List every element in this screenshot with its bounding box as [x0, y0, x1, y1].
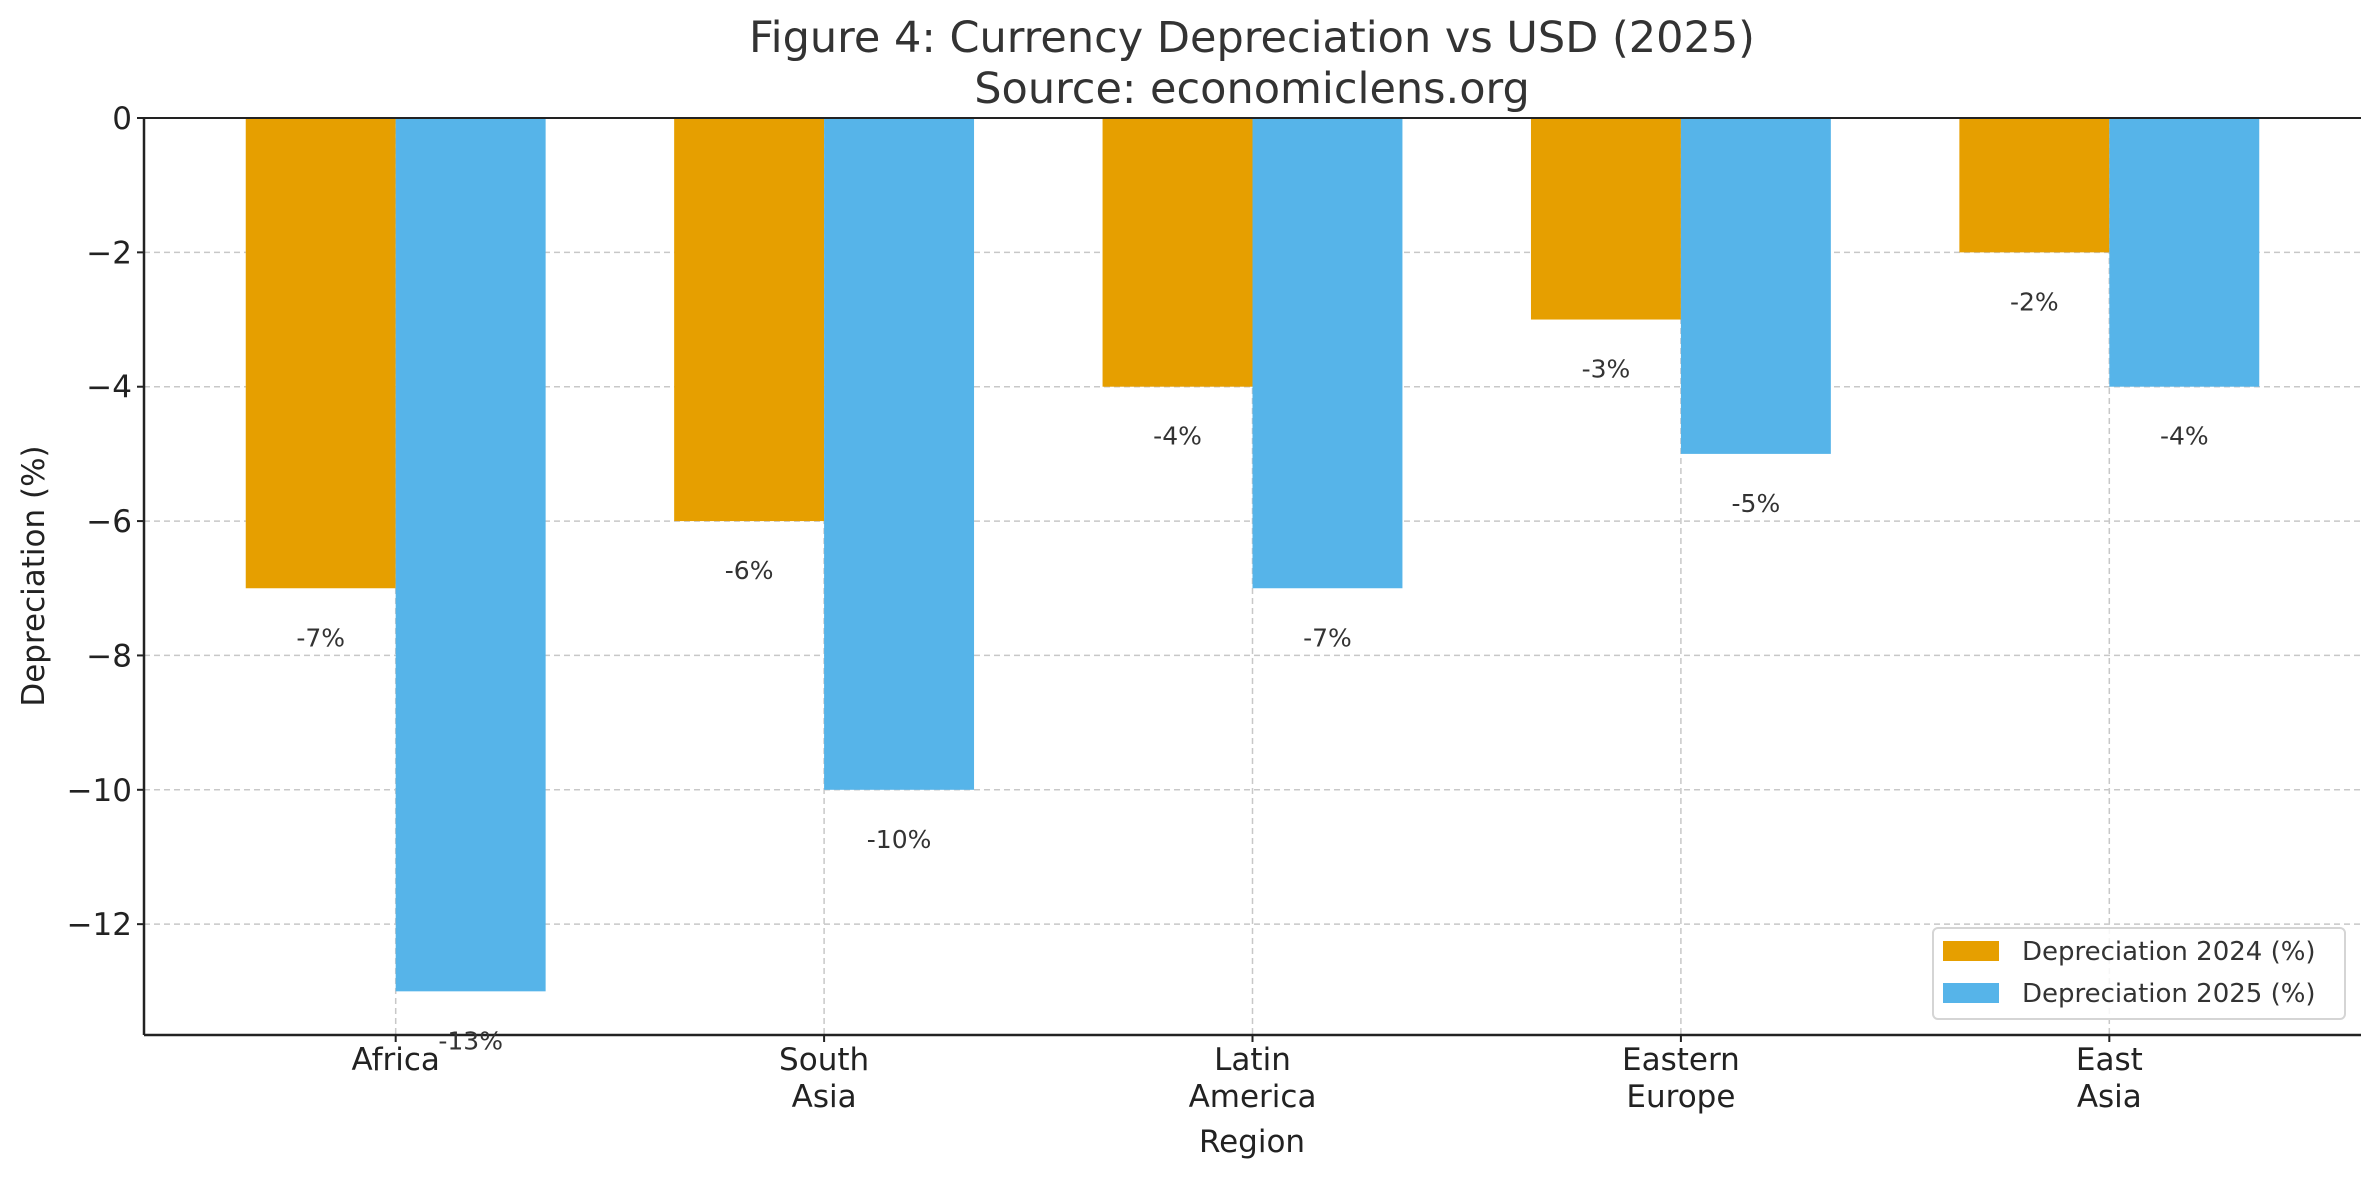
- bar-value-label: -3%: [1582, 355, 1631, 384]
- bar-2024: [1959, 118, 2110, 253]
- bar-2025: [395, 118, 546, 992]
- bar-2024: [1102, 118, 1253, 387]
- bar-value-label: -6%: [725, 556, 774, 585]
- legend-swatch: [1943, 941, 1999, 961]
- bar-value-label: -13%: [438, 1026, 503, 1055]
- bar-2025: [824, 118, 975, 790]
- x-tick-label: Eastern: [1622, 1042, 1740, 1078]
- chart-subtitle: Source: economiclens.org: [974, 64, 1530, 114]
- y-tick-label: −8: [86, 638, 132, 674]
- y-tick-label: −10: [67, 773, 132, 809]
- x-tick-label: Asia: [2077, 1079, 2142, 1115]
- bar-value-label: -10%: [867, 825, 932, 854]
- legend-swatch: [1943, 983, 1999, 1003]
- bar-2025: [1680, 118, 1831, 454]
- bar-2024: [674, 118, 825, 522]
- x-tick-label: Latin: [1214, 1042, 1291, 1078]
- chart-title: Figure 4: Currency Depreciation vs USD (…: [749, 13, 1755, 63]
- x-tick-label: America: [1189, 1079, 1317, 1115]
- legend-label: Depreciation 2024 (%): [2022, 937, 2316, 967]
- bar-value-label: -5%: [1732, 489, 1781, 518]
- bar-value-label: -7%: [1303, 623, 1352, 652]
- y-tick-label: −6: [86, 504, 132, 540]
- bar-2025: [2109, 118, 2260, 387]
- x-tick-label: Africa: [351, 1042, 439, 1078]
- bar-2024: [245, 118, 396, 589]
- y-tick-label: −2: [86, 235, 132, 271]
- bar-value-label: -7%: [296, 623, 345, 652]
- bar-2024: [1530, 118, 1681, 320]
- bar-value-label: -4%: [2160, 422, 2209, 451]
- legend: Depreciation 2024 (%) Depreciation 2025 (…: [1932, 927, 2346, 1020]
- x-tick-label: South: [779, 1042, 869, 1078]
- bar-value-label: -4%: [1153, 422, 1202, 451]
- y-tick-label: 0: [112, 101, 132, 137]
- legend-box: [1932, 927, 2346, 1020]
- bar-2025: [1252, 118, 1403, 589]
- y-tick-label: −12: [67, 907, 132, 943]
- x-tick-label: East: [2076, 1042, 2143, 1078]
- x-axis-label: Region: [1199, 1124, 1305, 1160]
- y-axis-label: Depreciation (%): [16, 445, 52, 706]
- bar-value-label: -2%: [2010, 287, 2059, 316]
- y-tick-label: −4: [86, 370, 132, 406]
- legend-label: Depreciation 2025 (%): [2022, 979, 2316, 1009]
- x-tick-label: Asia: [792, 1079, 857, 1115]
- x-tick-label: Europe: [1626, 1079, 1735, 1115]
